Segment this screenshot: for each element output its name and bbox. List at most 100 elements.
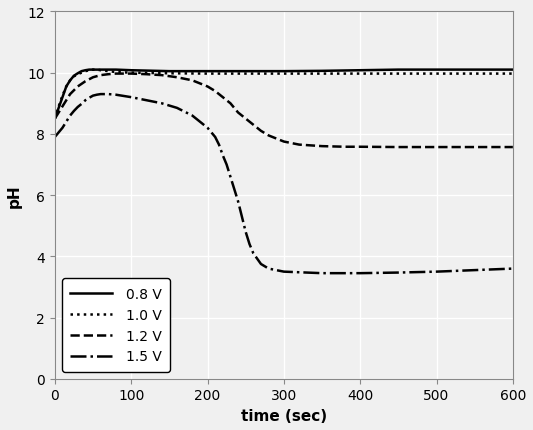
1.0 V — [105, 69, 111, 74]
1.5 V — [204, 126, 211, 131]
1.5 V — [94, 93, 100, 98]
1.0 V — [55, 104, 62, 110]
1.2 V — [204, 85, 211, 90]
1.2 V — [357, 145, 364, 150]
1.2 V — [105, 72, 111, 77]
1.0 V — [82, 69, 88, 74]
1.2 V — [52, 117, 58, 122]
1.0 V — [67, 79, 74, 84]
1.0 V — [71, 74, 77, 80]
1.0 V — [52, 117, 58, 122]
1.2 V — [433, 145, 440, 150]
0.8 V — [112, 68, 119, 73]
1.5 V — [78, 102, 85, 107]
1.0 V — [75, 72, 81, 77]
1.2 V — [258, 129, 264, 134]
1.2 V — [98, 74, 104, 79]
Legend: 0.8 V, 1.0 V, 1.2 V, 1.5 V: 0.8 V, 1.0 V, 1.2 V, 1.5 V — [62, 279, 170, 372]
0.8 V — [98, 68, 104, 73]
0.8 V — [105, 68, 111, 73]
X-axis label: time (sec): time (sec) — [241, 408, 327, 423]
1.5 V — [112, 93, 119, 98]
1.2 V — [128, 72, 134, 77]
0.8 V — [82, 68, 88, 74]
1.2 V — [243, 117, 249, 122]
1.2 V — [143, 72, 150, 77]
1.2 V — [67, 92, 74, 98]
1.5 V — [239, 215, 245, 220]
1.0 V — [59, 94, 66, 99]
1.5 V — [395, 270, 401, 276]
1.0 V — [395, 72, 401, 77]
1.5 V — [71, 109, 77, 114]
1.5 V — [246, 242, 253, 247]
0.8 V — [63, 85, 69, 90]
1.2 V — [342, 145, 348, 150]
0.8 V — [55, 106, 62, 111]
1.2 V — [55, 111, 62, 116]
1.0 V — [98, 68, 104, 74]
1.2 V — [220, 95, 226, 101]
1.0 V — [204, 72, 211, 77]
1.5 V — [216, 143, 222, 148]
1.5 V — [55, 130, 62, 135]
1.5 V — [235, 199, 241, 204]
1.5 V — [258, 262, 264, 267]
1.0 V — [433, 72, 440, 77]
1.5 V — [231, 187, 237, 192]
0.8 V — [204, 69, 211, 74]
1.2 V — [90, 76, 96, 81]
1.5 V — [128, 95, 134, 101]
1.2 V — [75, 85, 81, 90]
1.2 V — [281, 140, 287, 145]
1.5 V — [227, 175, 233, 180]
1.0 V — [510, 72, 516, 77]
0.8 V — [472, 68, 478, 73]
1.0 V — [94, 68, 100, 73]
0.8 V — [510, 68, 516, 73]
1.0 V — [319, 72, 325, 77]
0.8 V — [357, 68, 364, 74]
0.8 V — [243, 69, 249, 74]
Line: 1.0 V: 1.0 V — [55, 71, 513, 119]
1.5 V — [433, 270, 440, 275]
1.0 V — [90, 68, 96, 73]
1.5 V — [90, 94, 96, 99]
Line: 1.5 V: 1.5 V — [55, 95, 513, 273]
1.0 V — [112, 70, 119, 75]
1.0 V — [128, 71, 134, 76]
1.5 V — [212, 135, 219, 140]
1.0 V — [357, 72, 364, 77]
1.2 V — [82, 80, 88, 85]
1.2 V — [174, 76, 180, 81]
1.5 V — [357, 271, 364, 276]
0.8 V — [71, 74, 77, 79]
1.2 V — [510, 145, 516, 150]
0.8 V — [90, 68, 96, 73]
1.2 V — [265, 134, 272, 139]
1.2 V — [112, 72, 119, 77]
1.5 V — [143, 98, 150, 104]
1.5 V — [86, 96, 92, 101]
1.5 V — [98, 92, 104, 98]
1.0 V — [63, 85, 69, 90]
1.5 V — [472, 268, 478, 273]
1.5 V — [63, 120, 69, 125]
1.0 V — [243, 72, 249, 77]
0.8 V — [94, 68, 100, 73]
1.2 V — [227, 101, 233, 107]
1.5 V — [59, 126, 66, 131]
1.0 V — [472, 72, 478, 77]
1.5 V — [319, 271, 325, 276]
1.5 V — [189, 114, 196, 119]
0.8 V — [86, 68, 92, 73]
0.8 V — [281, 69, 287, 74]
1.2 V — [63, 98, 69, 104]
1.5 V — [220, 154, 226, 159]
1.5 V — [223, 163, 230, 168]
1.2 V — [59, 104, 66, 110]
0.8 V — [78, 69, 85, 74]
1.2 V — [250, 123, 256, 128]
0.8 V — [319, 69, 325, 74]
Y-axis label: pH: pH — [7, 184, 22, 207]
